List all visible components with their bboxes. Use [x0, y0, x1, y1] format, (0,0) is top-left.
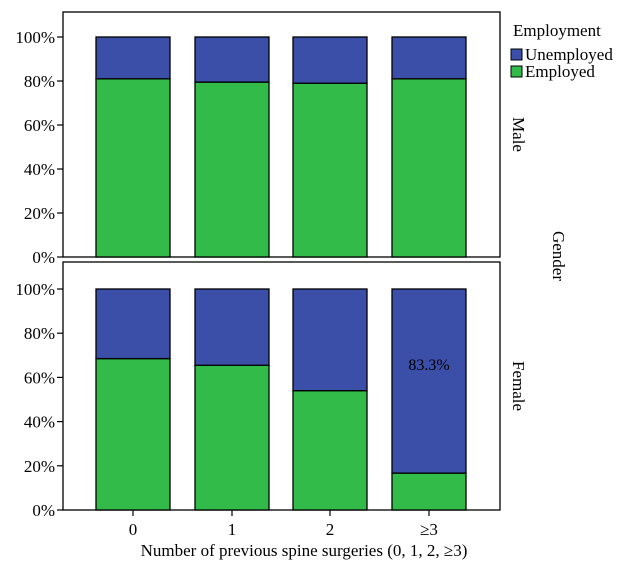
- bar-male-unemployed-0: [95, 36, 171, 80]
- y-tick-label: 80%: [24, 324, 55, 343]
- panel-label-female: Female: [509, 361, 528, 411]
- y-tick-label: 0%: [32, 501, 55, 520]
- bar-female-employed-0: [95, 357, 171, 511]
- legend-label-employed: Employed: [525, 62, 595, 81]
- legend-swatch-employed: [510, 65, 523, 78]
- y-tick-label: 20%: [24, 457, 55, 476]
- y-tick-label: 100%: [15, 28, 55, 47]
- bar-male-employed-1: [194, 81, 270, 258]
- panel-label-male: Male: [509, 117, 528, 152]
- x-tick-label: 2: [326, 520, 335, 539]
- bar-male-employed-0: [95, 78, 171, 258]
- y-tick-label: 20%: [24, 204, 55, 223]
- panel-female: 0% 20% 40% 60% 80% 100% 83.3% Female: [15, 261, 528, 520]
- bar-female-employed-1: [194, 364, 270, 511]
- x-axis-label: Number of previous spine surgeries (0, 1…: [141, 541, 468, 560]
- x-tick-label: 0: [129, 520, 138, 539]
- panel-male: 0% 20% 40% 60% 80% 100% Male: [15, 11, 528, 267]
- bar-female-unemployed-2: [292, 288, 368, 392]
- bar-female-unemployed-1: [194, 288, 270, 366]
- y-tick-label: 80%: [24, 72, 55, 91]
- bar-female-unemployed-3: [391, 288, 467, 474]
- x-tick-label: ≥3: [420, 520, 438, 539]
- legend-swatch-unemployed: [510, 48, 523, 61]
- bar-male-employed-2: [292, 82, 368, 258]
- chart-panels: 0% 20% 40% 60% 80% 100% Male 0% 20% 40% 60% 80% 100%…: [15, 11, 528, 520]
- y-tick-label: 100%: [15, 280, 55, 299]
- bar-male-unemployed-2: [292, 36, 368, 84]
- bar-male-employed-3: [391, 78, 467, 258]
- x-tick-label: 1: [228, 520, 237, 539]
- y-tick-label: 60%: [24, 116, 55, 135]
- bar-male-unemployed-1: [194, 36, 270, 83]
- data-label: 83.3%: [408, 357, 449, 374]
- y-tick-label: 40%: [24, 160, 55, 179]
- bar-female-unemployed-0: [95, 288, 171, 360]
- legend-title: Employment: [513, 21, 601, 40]
- y-tick-label: 60%: [24, 368, 55, 387]
- bar-female-employed-2: [292, 390, 368, 511]
- bar-female-employed-3: [391, 472, 467, 511]
- y-tick-label: 40%: [24, 413, 55, 432]
- facet-label-gender: Gender: [549, 231, 568, 281]
- y-tick-label: 0%: [32, 248, 55, 267]
- x-axis: 0 1 2 ≥3: [129, 510, 438, 539]
- legend-label-unemployed: Unemployed: [525, 45, 613, 64]
- bar-male-unemployed-3: [391, 36, 467, 80]
